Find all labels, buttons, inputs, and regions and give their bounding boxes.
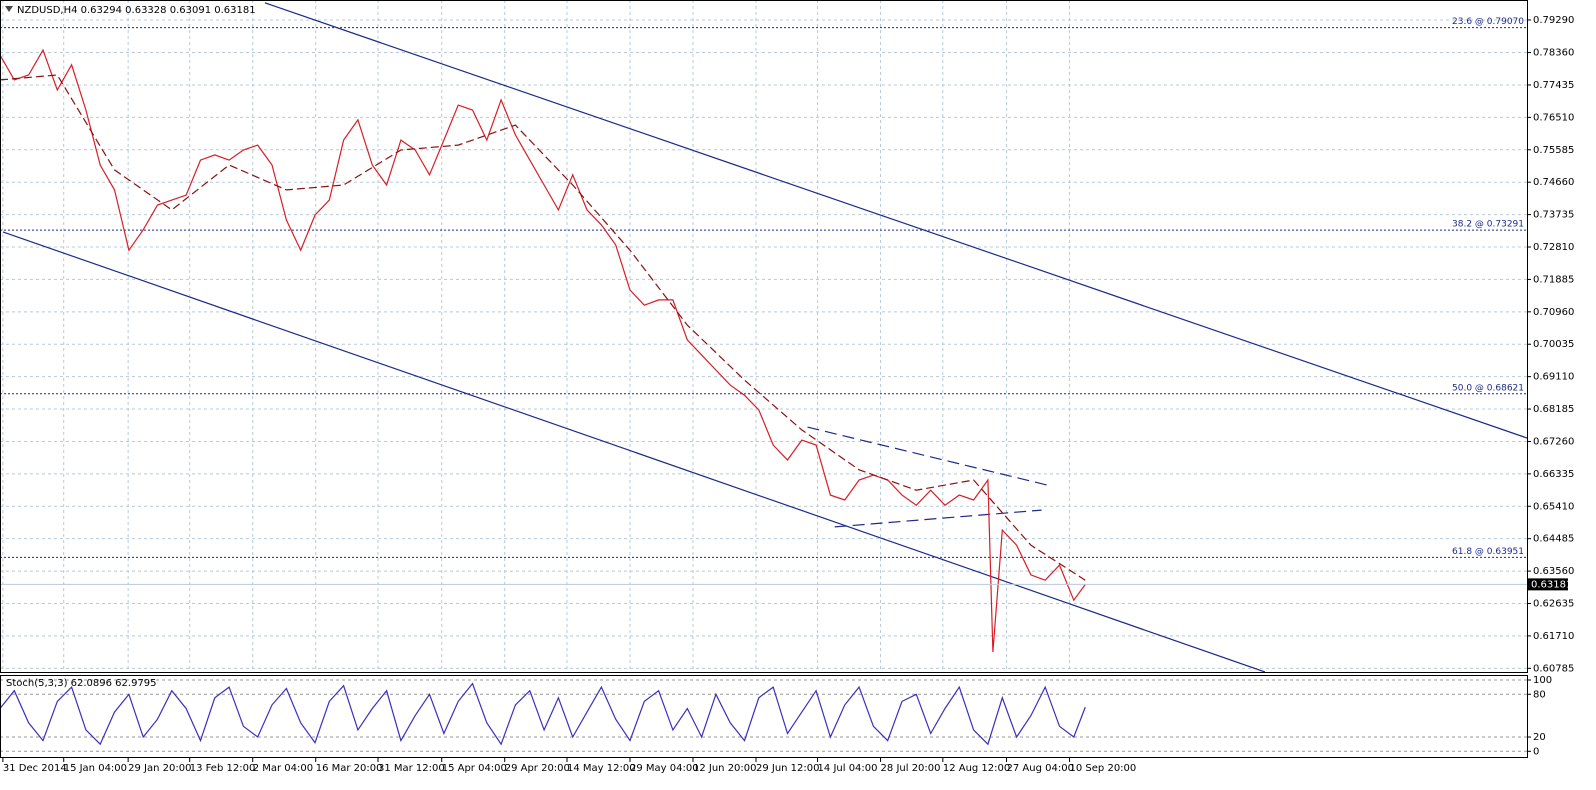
y-tick-label: 0.75585 bbox=[1533, 145, 1574, 156]
x-tick-label: 29 May 04:00 bbox=[630, 763, 699, 774]
y-tick-label: 80 bbox=[1533, 689, 1546, 700]
x-tick-label: 31 Dec 2014 bbox=[3, 763, 67, 774]
y-tick-label: 0.77435 bbox=[1533, 80, 1574, 91]
axes: 0.79290 0.78360 0.77435 0.76510 0.75585 0.746… bbox=[2, 15, 1574, 774]
last-price-label: 0.63181 bbox=[1531, 579, 1572, 590]
collapse-icon bbox=[5, 6, 13, 12]
y-tick-label: 0.70960 bbox=[1533, 307, 1574, 318]
x-tick-label: 15 Jan 04:00 bbox=[64, 763, 127, 774]
y-tick-label: 100 bbox=[1533, 675, 1552, 686]
y-tick-label: 0.65410 bbox=[1533, 501, 1574, 512]
x-tick-label: 10 Sep 20:00 bbox=[1070, 763, 1137, 774]
x-tick-label: 12 Jun 20:00 bbox=[693, 763, 757, 774]
y-tick-label: 0.64485 bbox=[1533, 534, 1574, 545]
y-tick-label: 20 bbox=[1533, 732, 1546, 743]
trend-line bbox=[264, 2, 1527, 439]
x-tick-label: 13 Feb 12:00 bbox=[190, 763, 256, 774]
main-panel: 23.6 @ 0.79070 38.2 @ 0.73291 50.0 @ 0.686… bbox=[0, 0, 1527, 672]
x-tick-label: 16 Mar 20:00 bbox=[316, 763, 383, 774]
trend-line bbox=[834, 509, 1042, 528]
x-tick-label: 15 Apr 04:00 bbox=[442, 763, 507, 774]
chart-title: NZDUSD,H4 0.63294 0.63328 0.63091 0.6318… bbox=[17, 5, 256, 16]
stoch-panel bbox=[0, 679, 1527, 752]
y-tick-label: 0.68185 bbox=[1533, 404, 1574, 415]
y-tick-label: 0.61710 bbox=[1533, 631, 1574, 642]
y-tick-label: 0.73735 bbox=[1533, 210, 1574, 221]
y-tick-label: 0.67260 bbox=[1533, 436, 1574, 447]
level-label: 50.0 @ 0.68621 bbox=[1452, 383, 1524, 393]
x-tick-label: 2 Mar 04:00 bbox=[253, 763, 313, 774]
indicator-title: Stoch(5,3,3) 62.0896 62.9795 bbox=[6, 678, 157, 689]
y-tick-label: 0.74660 bbox=[1533, 177, 1574, 188]
y-tick-label: 0.63560 bbox=[1533, 566, 1574, 577]
stoch-frame bbox=[0, 675, 1528, 758]
y-tick-label: 0.71885 bbox=[1533, 274, 1574, 285]
level-label: 23.6 @ 0.79070 bbox=[1452, 17, 1524, 27]
x-tick-label: 29 Jun 12:00 bbox=[756, 763, 820, 774]
x-tick-label: 12 Aug 12:00 bbox=[943, 763, 1010, 774]
x-tick-label: 27 Aug 04:00 bbox=[1007, 763, 1074, 774]
y-tick-label: 0.72810 bbox=[1533, 242, 1574, 253]
x-tick-label: 14 Jul 04:00 bbox=[818, 763, 878, 774]
y-tick-label: 0.69110 bbox=[1533, 372, 1574, 383]
level-label: 38.2 @ 0.73291 bbox=[1452, 220, 1524, 230]
main-frame bbox=[0, 0, 1528, 673]
x-tick-label: 31 Mar 12:00 bbox=[378, 763, 445, 774]
y-tick-label: 0.78360 bbox=[1533, 48, 1574, 59]
y-tick-label: 0.66335 bbox=[1533, 469, 1574, 480]
y-tick-label: 0.76510 bbox=[1533, 112, 1574, 123]
y-tick-label: 0.62635 bbox=[1533, 599, 1574, 610]
last-price-box bbox=[1528, 578, 1568, 591]
y-tick-label: 0.60785 bbox=[1533, 663, 1574, 674]
trend-line bbox=[807, 426, 1047, 486]
trend-line bbox=[2, 231, 1266, 672]
x-tick-label: 28 Jul 20:00 bbox=[881, 763, 941, 774]
y-tick-label: 0 bbox=[1533, 746, 1539, 757]
series-line bbox=[0, 682, 1086, 746]
y-tick-label: 0.79290 bbox=[1533, 15, 1574, 26]
y-tick-label: 0.70035 bbox=[1533, 339, 1574, 350]
x-tick-label: 29 Jan 20:00 bbox=[128, 763, 191, 774]
x-tick-label: 14 May 12:00 bbox=[567, 763, 636, 774]
level-label: 61.8 @ 0.63951 bbox=[1452, 547, 1524, 557]
series-line bbox=[0, 74, 1086, 581]
x-tick-label: 29 Apr 20:00 bbox=[505, 763, 570, 774]
series-line bbox=[0, 48, 1086, 653]
